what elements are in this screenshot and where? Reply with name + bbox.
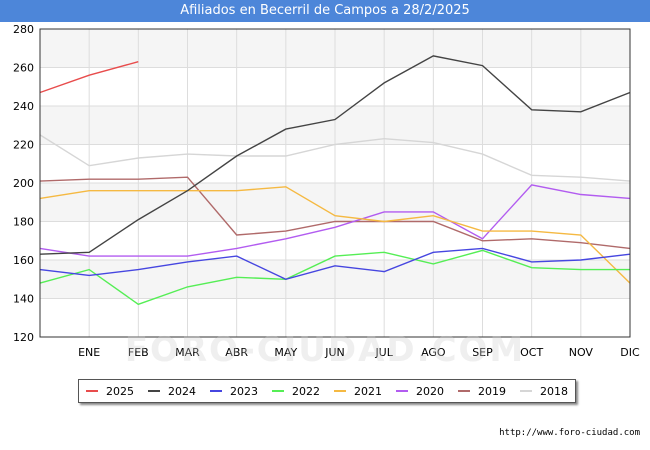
legend-swatch xyxy=(210,390,222,392)
x-tick-label: MAR xyxy=(175,346,200,359)
plot-frame xyxy=(39,28,631,338)
x-tick-label: AGO xyxy=(421,346,446,359)
legend-swatch xyxy=(334,390,346,392)
legend-label: 2019 xyxy=(478,384,506,398)
y-tick-label: 280 xyxy=(13,23,34,36)
x-tick-label: JUL xyxy=(374,346,393,359)
y-tick-label: 180 xyxy=(13,216,34,229)
y-tick-label: 200 xyxy=(13,177,34,190)
legend-swatch xyxy=(272,390,284,392)
legend-swatch xyxy=(520,390,532,392)
x-tick-label: DIC xyxy=(620,346,640,359)
series-line-2021 xyxy=(39,186,631,284)
legend-item-2023: 2023 xyxy=(210,385,258,398)
x-tick-label: NOV xyxy=(569,346,594,359)
series-line-2025 xyxy=(39,61,139,94)
series-line-2020 xyxy=(39,184,631,257)
y-tick-label: 120 xyxy=(13,331,34,344)
legend-label: 2022 xyxy=(292,384,320,398)
y-tick-label: 220 xyxy=(13,139,34,152)
legend-item-2019: 2019 xyxy=(458,385,506,398)
x-tick-label: SEP xyxy=(472,346,493,359)
series-line-2018 xyxy=(39,134,631,182)
legend-swatch xyxy=(86,390,98,392)
y-axis: 120 140 160 180 200 220 240 260 280 xyxy=(13,23,34,344)
y-tick-label: 160 xyxy=(13,254,34,267)
x-axis: ENE FEB MAR ABR MAY JUN JUL AGO SEP OCT NOV DIC xyxy=(78,346,640,359)
legend-item-2024: 2024 xyxy=(148,385,196,398)
x-tick-label: ABR xyxy=(225,346,248,359)
legend-item-2025: 2025 xyxy=(86,385,134,398)
legend-label: 2023 xyxy=(230,384,258,398)
y-tick-label: 140 xyxy=(13,293,34,306)
legend-label: 2018 xyxy=(540,384,568,398)
grid-lines xyxy=(40,28,630,338)
x-tick-label: FEB xyxy=(128,346,149,359)
source-footer: http://www.foro-ciudad.com xyxy=(499,428,640,438)
series-line-2019 xyxy=(39,176,631,250)
y-tick-label: 260 xyxy=(13,62,34,75)
legend-swatch xyxy=(396,390,408,392)
chart-title: Afiliados en Becerril de Campos a 28/2/2… xyxy=(0,0,650,22)
x-tick-label: JUN xyxy=(324,346,345,359)
legend: 2025 2024 2023 2022 2021 2020 2019 2018 xyxy=(78,379,576,403)
legend-item-2018: 2018 xyxy=(520,385,568,398)
legend-label: 2021 xyxy=(354,384,382,398)
series-line-2023 xyxy=(39,247,631,281)
x-tick-label: MAY xyxy=(274,346,297,359)
x-tick-label: OCT xyxy=(520,346,543,359)
legend-label: 2024 xyxy=(168,384,196,398)
series-lines xyxy=(39,55,631,306)
series-line-2024 xyxy=(39,55,631,255)
legend-swatch xyxy=(458,390,470,392)
legend-label: 2020 xyxy=(416,384,444,398)
legend-item-2021: 2021 xyxy=(334,385,382,398)
x-tick-label: ENE xyxy=(78,346,100,359)
legend-swatch xyxy=(148,390,160,392)
y-tick-label: 240 xyxy=(13,100,34,113)
series-line-2022 xyxy=(39,249,630,306)
legend-item-2020: 2020 xyxy=(396,385,444,398)
legend-label: 2025 xyxy=(106,384,134,398)
watermark: FORO-CIUDAD.COM xyxy=(124,330,526,370)
legend-item-2022: 2022 xyxy=(272,385,320,398)
